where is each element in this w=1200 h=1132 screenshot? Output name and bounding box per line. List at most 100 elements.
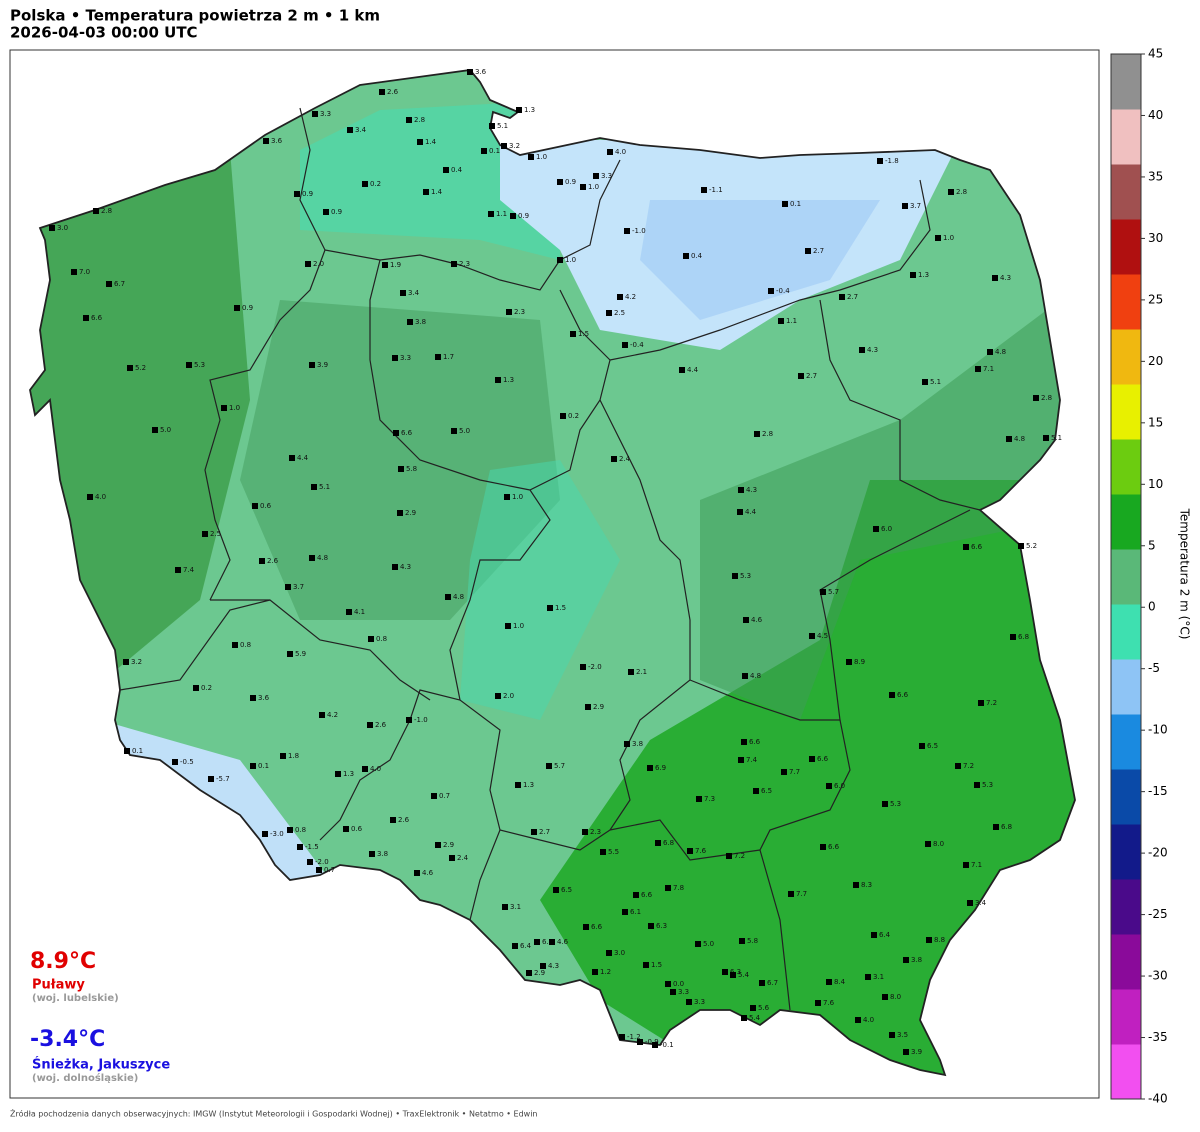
station-value: 1.1 [496, 210, 507, 218]
station-marker [435, 354, 441, 360]
station-marker [87, 494, 93, 500]
station-marker [289, 455, 295, 461]
station-marker [846, 659, 852, 665]
colorbar-swatch [1111, 934, 1141, 990]
station-value: 1.0 [536, 153, 547, 161]
station-value: 7.4 [183, 566, 195, 574]
station-marker [443, 167, 449, 173]
station-value: 0.8 [376, 635, 387, 643]
colorbar-tick-label: -25 [1148, 907, 1168, 921]
colorbar-tick-label: 20 [1148, 354, 1163, 368]
station-value: 4.3 [1000, 274, 1011, 282]
station-marker [367, 722, 373, 728]
station-value: 6.0 [881, 525, 892, 533]
station-value: 2.6 [267, 557, 279, 565]
station-value: 6.8 [663, 839, 674, 847]
station-value: 5.0 [160, 426, 171, 434]
station-value: 5.1 [319, 483, 330, 491]
station-marker [889, 692, 895, 698]
station-value: 6.8 [1001, 823, 1012, 831]
station-marker [987, 349, 993, 355]
footer: Źródła pochodzenia danych obserwacyjnych… [10, 1108, 538, 1119]
colorbar-tick-label: -30 [1148, 969, 1168, 983]
station-value: 2.9 [534, 969, 545, 977]
station-value: 5.9 [295, 650, 306, 658]
station-marker [501, 143, 507, 149]
station-value: 6.6 [897, 691, 909, 699]
station-marker [652, 1042, 658, 1048]
station-marker [392, 355, 398, 361]
station-value: 5.1 [930, 378, 941, 386]
station-marker [826, 979, 832, 985]
station-value: 0.4 [451, 166, 463, 174]
colorbar-tick-label: 25 [1148, 292, 1163, 306]
station-value: 2.8 [1041, 394, 1052, 402]
station-value: 6.9 [655, 764, 666, 772]
station-value: 7.1 [971, 861, 982, 869]
station-marker [297, 844, 303, 850]
station-marker [390, 817, 396, 823]
station-marker [570, 331, 576, 337]
station-marker [489, 123, 495, 129]
min-region: (woj. dolnośląskie) [32, 1072, 138, 1084]
station-value: 3.7 [910, 202, 921, 210]
station-value: 5.3 [890, 800, 901, 808]
station-marker [305, 261, 311, 267]
station-marker [686, 999, 692, 1005]
station-marker [502, 904, 508, 910]
station-marker [534, 939, 540, 945]
station-marker [622, 342, 628, 348]
station-marker [557, 257, 563, 263]
station-value: 2.8 [956, 188, 967, 196]
station-marker [683, 253, 689, 259]
station-marker [335, 771, 341, 777]
station-marker [739, 938, 745, 944]
max-station: Puławy [32, 978, 85, 993]
colorbar-swatch [1111, 824, 1141, 880]
station-value: 3.3 [601, 172, 612, 180]
colorbar-tick-label: -35 [1148, 1030, 1168, 1044]
station-marker [294, 191, 300, 197]
max-region: (woj. lubelskie) [32, 993, 119, 1004]
colorbar: -40 -35 -30 -25 -20 -15 -10 -5 0 5 10 15 20 25 30 35 40 4… [1110, 47, 1168, 1106]
colorbar-swatch [1111, 219, 1141, 275]
station-marker [696, 796, 702, 802]
station-value: 5.2 [135, 364, 146, 372]
station-value: 3.4 [408, 289, 420, 297]
station-marker [607, 149, 613, 155]
station-marker [510, 213, 516, 219]
station-value: 2.6 [375, 721, 387, 729]
station-marker [368, 636, 374, 642]
station-marker [309, 555, 315, 561]
station-value: 4.0 [95, 493, 106, 501]
station-value: 0.7 [324, 866, 335, 874]
colorbar-swatch [1111, 439, 1141, 495]
station-value: 7.6 [695, 847, 707, 855]
station-marker [782, 201, 788, 207]
station-marker [647, 765, 653, 771]
station-marker [882, 801, 888, 807]
station-marker [1010, 634, 1016, 640]
station-marker [665, 981, 671, 987]
station-marker [309, 362, 315, 368]
station-marker [967, 900, 973, 906]
colorbar-tick-label: -40 [1148, 1092, 1168, 1106]
station-marker [495, 377, 501, 383]
station-marker [726, 853, 732, 859]
station-marker [750, 1005, 756, 1011]
station-value: 5.1 [1051, 434, 1062, 442]
station-value: 0.2 [370, 180, 381, 188]
station-value: 5.3 [740, 572, 751, 580]
station-value: 5.7 [554, 762, 565, 770]
station-marker [323, 209, 329, 215]
station-marker [759, 980, 765, 986]
station-marker [1033, 395, 1039, 401]
colorbar-tick-label: 5 [1148, 538, 1156, 552]
station-marker [516, 107, 522, 113]
station-value: 0.9 [518, 212, 529, 220]
station-marker [379, 89, 385, 95]
station-marker [505, 623, 511, 629]
station-value: 4.8 [995, 348, 1006, 356]
station-value: 5.6 [758, 1004, 770, 1012]
station-marker [903, 957, 909, 963]
